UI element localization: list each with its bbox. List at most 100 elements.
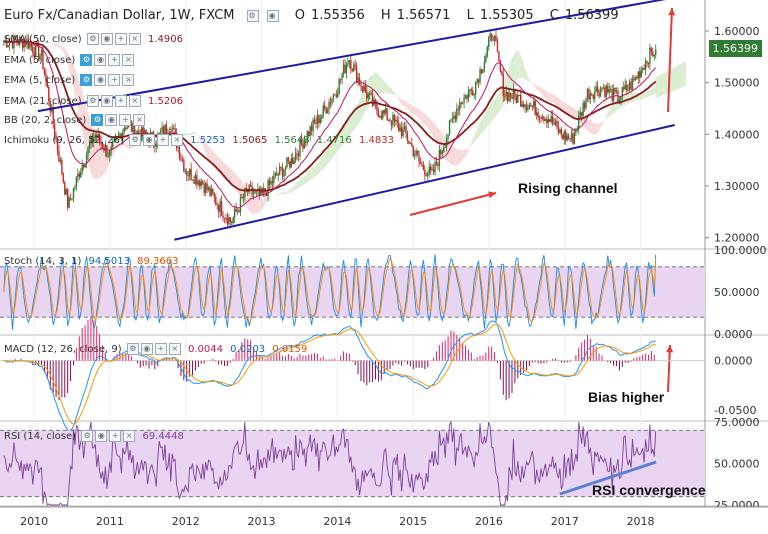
ichimoku-cloud-segment [125, 143, 128, 149]
settings-icon[interactable]: ⚙ [80, 74, 93, 86]
ichimoku-cloud-segment [315, 162, 318, 176]
ichimoku-cloud-segment [257, 197, 260, 213]
close-icon[interactable]: × [168, 343, 181, 355]
candle-body [556, 120, 558, 127]
rsi-legend[interactable]: RSI (14, close) ⚙ ◉ + × 69.4448 [4, 430, 184, 442]
candle-body [387, 119, 390, 121]
candle-body [107, 156, 110, 158]
ichimoku-cloud-segment [408, 103, 411, 113]
symbol-title: Euro Fx/Canadian Dollar, 1W, FXCM [4, 8, 235, 23]
ichimoku-cloud-segment [250, 192, 253, 215]
bb-legend[interactable]: BB (20, 2, close) ⚙ ◉ + × [4, 114, 146, 126]
hide-icon[interactable]: ◉ [105, 114, 118, 126]
ichimoku-cloud-segment [584, 115, 587, 130]
candle-body [103, 148, 105, 151]
stoch-legend[interactable]: Stoch (14, 3, 1) 94.5013 89.3663 [4, 256, 179, 267]
ichimoku-cloud-segment [682, 60, 687, 88]
settings-icon[interactable]: ⚙ [80, 54, 93, 66]
candle-body [438, 149, 441, 167]
close-icon[interactable]: × [133, 114, 146, 126]
settings-icon[interactable]: ⚙ [91, 114, 104, 126]
hide-icon[interactable]: ◉ [140, 343, 153, 355]
ema-legend[interactable]: EMA (5, close) ⚙ ◉ + × [4, 54, 135, 66]
close-icon[interactable]: × [128, 33, 141, 45]
candle-body [553, 123, 555, 125]
add-icon[interactable]: + [108, 54, 121, 66]
stoch-tick-label: 0.0000 [714, 328, 753, 341]
header-buttons[interactable]: ⚙ ◉ [245, 9, 285, 22]
ichimoku-cloud-segment [254, 196, 257, 214]
ichimoku-cloud-segment [532, 83, 534, 86]
hide-icon[interactable]: ◉ [94, 54, 107, 66]
candle-body [64, 182, 66, 195]
candle-body [570, 133, 573, 140]
close-icon[interactable]: × [128, 95, 141, 107]
add-icon[interactable]: + [157, 134, 170, 146]
candle-body [351, 68, 353, 71]
settings-icon[interactable]: ⚙ [86, 33, 99, 45]
close-icon[interactable]: × [171, 134, 184, 146]
hide-icon[interactable]: ◉ [143, 134, 156, 146]
candle-body [416, 150, 419, 156]
ichimoku-cloud-segment [302, 176, 305, 186]
ichimoku-cloud-segment [526, 72, 528, 82]
sma-legend[interactable]: SMA (50, close) ⚙ ◉ + × 1.4906 [4, 33, 184, 45]
candle-body [278, 166, 281, 175]
candle-body [447, 134, 449, 139]
candle-body [241, 197, 243, 198]
candle-body [560, 129, 563, 136]
candle-body [82, 165, 85, 168]
price-tick-label: 1.30000 [714, 180, 760, 193]
ichimoku-cloud-segment [379, 75, 382, 95]
candle-body [522, 104, 525, 107]
add-icon[interactable]: + [114, 33, 127, 45]
settings-icon[interactable]: ⚙ [126, 343, 139, 355]
ichimoku-cloud-segment [459, 149, 462, 164]
add-icon[interactable]: + [119, 114, 132, 126]
ichimoku-legend[interactable]: Ichimoku (9, 26, 52, 26) ⚙ ◉ + × 1.5253 1.5… [4, 134, 394, 146]
candle-body [456, 108, 458, 120]
candle-body [180, 158, 182, 160]
settings-icon[interactable]: ⚙ [86, 95, 99, 107]
candle-body [380, 116, 383, 119]
candle-body [61, 159, 63, 175]
ichimoku-cloud-segment [273, 194, 276, 196]
add-icon[interactable]: + [108, 74, 121, 86]
candle-body [390, 121, 393, 126]
ema-legend[interactable]: EMA (5, close) ⚙ ◉ + × [4, 74, 135, 86]
settings-icon[interactable]: ⚙ [246, 10, 259, 22]
hide-icon[interactable]: ◉ [266, 10, 279, 22]
close-icon[interactable]: × [122, 74, 135, 86]
close-icon[interactable]: × [123, 430, 136, 442]
candle-body [608, 89, 610, 93]
candle-body [187, 175, 189, 177]
ichimoku-cloud-segment [522, 58, 524, 79]
ema21-legend[interactable]: EMA (21, close) ⚙ ◉ + × 1.5206 [4, 95, 183, 107]
ichimoku-cloud-segment [413, 105, 415, 116]
ichimoku-cloud-segment [321, 154, 324, 171]
ichimoku-cloud-segment [625, 93, 627, 106]
hide-icon[interactable]: ◉ [95, 430, 108, 442]
macd-legend[interactable]: MACD (12, 26, close, 9) ⚙ ◉ + × 0.0044 0.02… [4, 343, 308, 355]
candle-body [634, 77, 637, 80]
add-icon[interactable]: + [154, 343, 167, 355]
hide-icon[interactable]: ◉ [94, 74, 107, 86]
ichimoku-cloud-segment [529, 79, 531, 83]
candle-body [8, 42, 11, 46]
settings-icon[interactable]: ⚙ [129, 134, 142, 146]
candle-body [126, 127, 128, 129]
ichimoku-cloud-segment [183, 133, 186, 136]
candle-body [550, 116, 552, 122]
candle-body [422, 164, 425, 170]
ichimoku-cloud-segment [198, 135, 200, 140]
settings-icon[interactable]: ⚙ [81, 430, 94, 442]
ichimoku-cloud-segment [477, 125, 479, 140]
add-icon[interactable]: + [114, 95, 127, 107]
candle-body [133, 122, 136, 139]
hide-icon[interactable]: ◉ [100, 33, 113, 45]
close-icon[interactable]: × [122, 54, 135, 66]
hide-icon[interactable]: ◉ [100, 95, 113, 107]
add-icon[interactable]: + [109, 430, 122, 442]
ichimoku-cloud-segment [663, 71, 668, 96]
ichimoku-cloud-segment [349, 113, 351, 137]
